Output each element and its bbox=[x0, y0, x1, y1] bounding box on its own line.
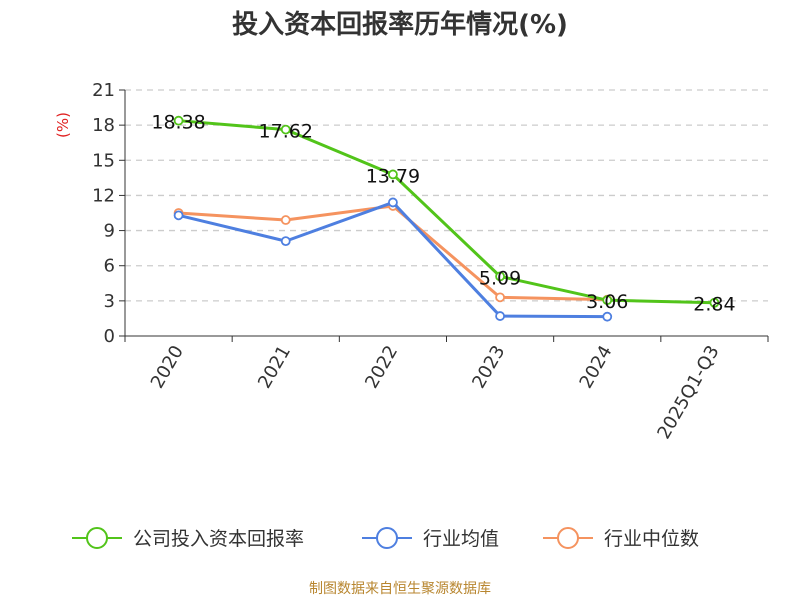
legend-label: 行业均值 bbox=[423, 528, 499, 550]
data-point bbox=[173, 210, 184, 221]
y-axis-unit: (%) bbox=[54, 112, 72, 138]
axes bbox=[119, 89, 769, 342]
series-lines bbox=[173, 115, 720, 322]
y-tick-label: 6 bbox=[104, 256, 115, 277]
y-tick-label: 9 bbox=[104, 221, 115, 242]
x-tick-label: 2024 bbox=[575, 342, 616, 392]
data-label: 3.06 bbox=[586, 291, 628, 313]
data-point bbox=[388, 197, 398, 208]
gridlines bbox=[125, 89, 768, 302]
x-tick-labels: 2020 2021 2022 2023 2024 2025Q1-Q3 bbox=[147, 342, 724, 443]
data-point bbox=[495, 292, 505, 303]
data-label: 13.79 bbox=[366, 165, 420, 187]
y-tick-label: 0 bbox=[104, 326, 115, 347]
source-note: 制图数据来自恒生聚源数据库 bbox=[309, 581, 491, 597]
legend-marker bbox=[557, 527, 579, 549]
y-tick-label: 12 bbox=[92, 185, 115, 206]
data-point bbox=[602, 311, 613, 322]
y-tick-label: 15 bbox=[92, 150, 115, 171]
data-point bbox=[388, 169, 398, 180]
x-tick-label: 2021 bbox=[254, 342, 295, 392]
x-tick-label: 2020 bbox=[147, 342, 188, 392]
data-label: 2.84 bbox=[693, 294, 735, 316]
data-label: 5.09 bbox=[479, 267, 521, 289]
series-line bbox=[178, 119, 715, 305]
legend-marker bbox=[376, 527, 398, 549]
data-point bbox=[173, 115, 184, 126]
legend-label: 公司投入资本回报率 bbox=[133, 528, 304, 550]
data-point bbox=[495, 271, 505, 282]
y-tick-label: 21 bbox=[92, 80, 115, 101]
x-tick-label: 2025Q1-Q3 bbox=[653, 342, 723, 443]
chart-title: 投入资本回报率历年情况(%) bbox=[232, 9, 568, 40]
legend-marker bbox=[86, 527, 108, 549]
data-label: 17.62 bbox=[259, 121, 313, 143]
y-tick-labels: 0 3 6 9 12 15 18 21 bbox=[92, 80, 115, 347]
data-point bbox=[280, 124, 291, 135]
x-tick-label: 2022 bbox=[361, 342, 402, 392]
data-label: 18.38 bbox=[151, 112, 205, 134]
data-point bbox=[709, 297, 720, 308]
legend-label: 行业中位数 bbox=[604, 528, 699, 550]
y-tick-label: 3 bbox=[104, 291, 115, 312]
x-tick-label: 2023 bbox=[468, 342, 509, 392]
data-point bbox=[602, 295, 613, 306]
data-point bbox=[280, 236, 291, 247]
data-labels: 18.38 17.62 13.79 5.09 3.06 2.84 bbox=[151, 112, 735, 316]
data-point bbox=[280, 215, 291, 225]
y-tick-label: 18 bbox=[92, 115, 115, 136]
data-point bbox=[495, 311, 505, 321]
legend: 公司投入资本回报率 行业均值 行业中位数 bbox=[72, 527, 699, 550]
